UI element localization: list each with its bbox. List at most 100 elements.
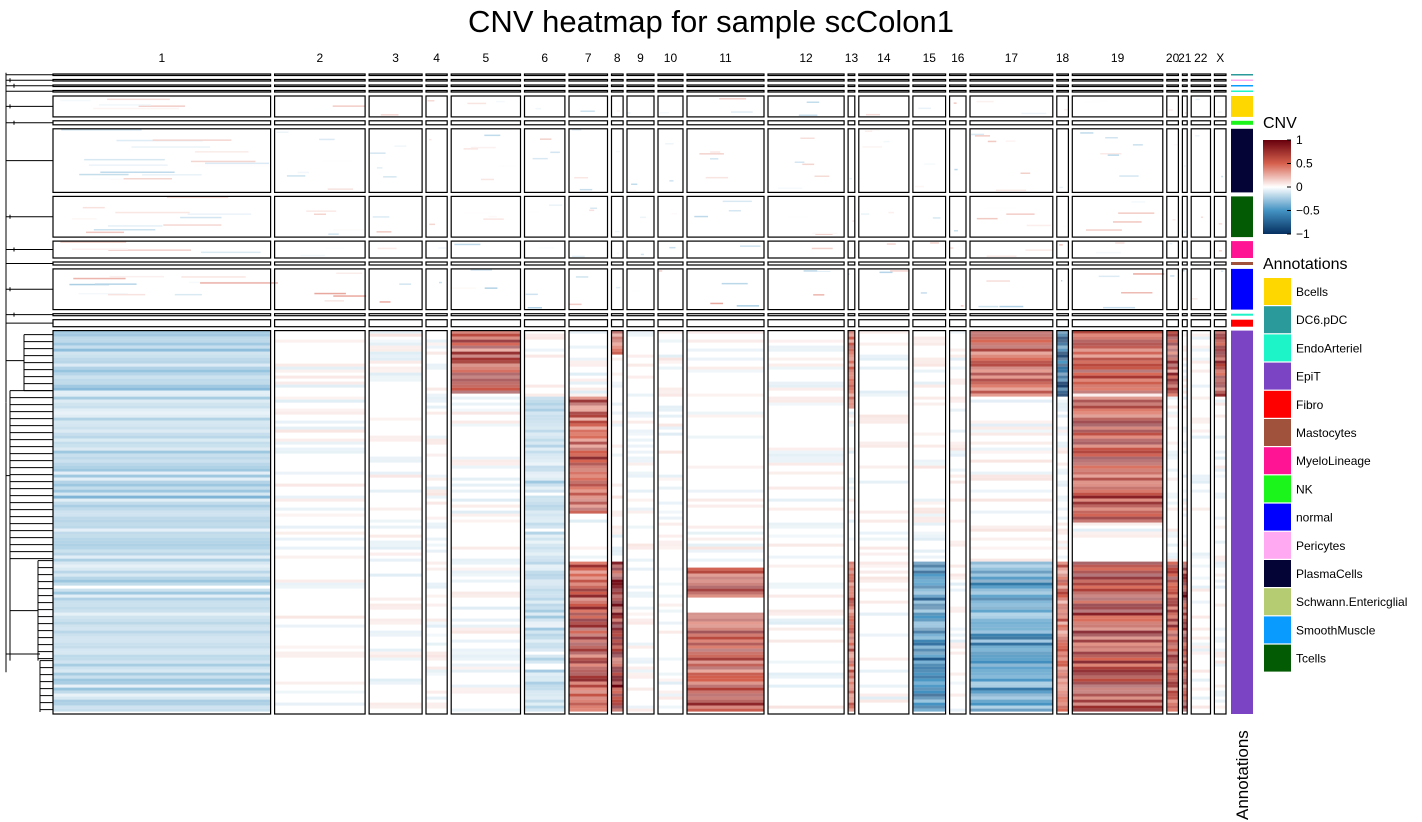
heatmap-cell (569, 678, 608, 682)
heatmap-block-frame (847, 78, 856, 82)
heatmap-cell (369, 597, 423, 601)
heatmap-cell (1056, 663, 1069, 667)
heatmap-cell (1214, 393, 1226, 397)
heatmap-cell (1191, 336, 1211, 340)
heatmap-cell (1191, 576, 1211, 580)
heatmap-cell (369, 651, 423, 655)
heatmap-cell (53, 468, 271, 472)
heatmap-cell (1166, 651, 1179, 655)
heatmap-cell (848, 576, 855, 580)
annotation-bar-label: Annotations (1233, 730, 1252, 820)
heatmap-cell (438, 247, 446, 249)
heatmap-cell (274, 513, 366, 517)
heatmap-cell (524, 408, 565, 412)
annotation-swatch-plasmacells (1264, 560, 1291, 587)
annotations-legend-items: BcellsDC6.pDCEndoArterielEpiTFibroMastoc… (1264, 278, 1407, 672)
heatmap-cell (970, 678, 1053, 682)
heatmap-cell (1166, 630, 1179, 634)
heatmap-block-frame (1190, 313, 1212, 317)
heatmap-cell (658, 672, 683, 676)
heatmap-cell (53, 705, 271, 709)
heatmap-cell (524, 501, 565, 505)
heatmap-cell (912, 657, 946, 661)
heatmap-block-frame (657, 128, 684, 194)
heatmap-cell (912, 573, 946, 577)
heatmap-cell (1072, 600, 1163, 604)
heatmap-cell (1166, 357, 1179, 361)
heatmap-cell (687, 681, 764, 685)
heatmap-cell (524, 672, 565, 676)
heatmap-cell (970, 450, 1053, 454)
heatmap-cell (1182, 603, 1188, 607)
heatmap-cell (912, 531, 946, 535)
heatmap-cell (1072, 636, 1163, 640)
heatmap-cell (768, 525, 845, 529)
heatmap-cell (426, 543, 448, 547)
heatmap-cell (1191, 360, 1211, 364)
heatmap-cell (1166, 564, 1179, 568)
heatmap-cell (687, 567, 764, 571)
heatmap-cell (579, 188, 593, 191)
heatmap-cell (524, 555, 565, 559)
heatmap-cell (53, 513, 271, 517)
heatmap-cell (912, 519, 946, 523)
heatmap-block-frame (686, 261, 765, 266)
heatmap-cell (569, 618, 608, 622)
heatmap-cell (848, 360, 855, 364)
heatmap-block-frame (912, 319, 947, 328)
heatmap-cell (451, 354, 521, 358)
heatmap-cell (1072, 585, 1163, 589)
heatmap-cell (1182, 639, 1188, 643)
heatmap-block-frame (969, 240, 1054, 259)
heatmap-cell (970, 333, 1053, 337)
heatmap-cell (1056, 372, 1069, 376)
cnv-legend-tick-label: 0.5 (1296, 157, 1313, 171)
heatmap-cell (53, 690, 271, 694)
heatmap-cell (377, 247, 397, 250)
heatmap-cell (949, 330, 966, 334)
heatmap-cell (858, 633, 909, 637)
heatmap-cell (569, 483, 608, 487)
heatmap-cell (53, 393, 271, 397)
heatmap-cell (912, 522, 946, 526)
heatmap-cell (627, 705, 654, 709)
heatmap-cell (995, 189, 1027, 192)
heatmap-block-frame (767, 95, 845, 118)
heatmap-cell (768, 555, 845, 559)
heatmap-cell (53, 663, 271, 667)
heatmap-block-frame (1213, 95, 1227, 118)
heatmap-cell (627, 363, 654, 367)
heatmap-cell (970, 330, 1053, 334)
heatmap-cell (1166, 585, 1179, 589)
heatmap-cell (524, 510, 565, 514)
heatmap-cell (524, 660, 565, 664)
heatmap-cell (953, 102, 957, 104)
heatmap-block-frame (610, 313, 624, 317)
heatmap-cell (1166, 477, 1179, 481)
heatmap-cell (569, 504, 608, 508)
heatmap-cell (912, 564, 946, 568)
heatmap-cell (970, 510, 1053, 514)
heatmap-cell (631, 183, 638, 185)
heatmap-cell (687, 576, 764, 580)
heatmap-cell (524, 549, 565, 553)
heatmap-cell (1056, 546, 1069, 550)
heatmap-cell (658, 366, 683, 370)
heatmap-cell (1072, 378, 1163, 382)
heatmap-cell (451, 402, 521, 406)
heatmap-cell (970, 684, 1053, 688)
heatmap-cell (569, 477, 608, 481)
heatmap-cell (1072, 519, 1163, 523)
heatmap-cell (611, 684, 624, 688)
heatmap-cell (627, 471, 654, 475)
annotation-cell-smoothmuscle (1231, 85, 1253, 87)
heatmap-cell (912, 609, 946, 613)
heatmap-cell (274, 651, 366, 655)
heatmap-cell (611, 630, 624, 634)
heatmap-block-frame (1213, 78, 1227, 82)
heatmap-block-frame (1181, 195, 1188, 238)
heatmap-cell (399, 283, 412, 285)
heatmap-cell (524, 588, 565, 592)
heatmap-block-frame (969, 330, 1054, 715)
heatmap-cell (768, 522, 845, 526)
